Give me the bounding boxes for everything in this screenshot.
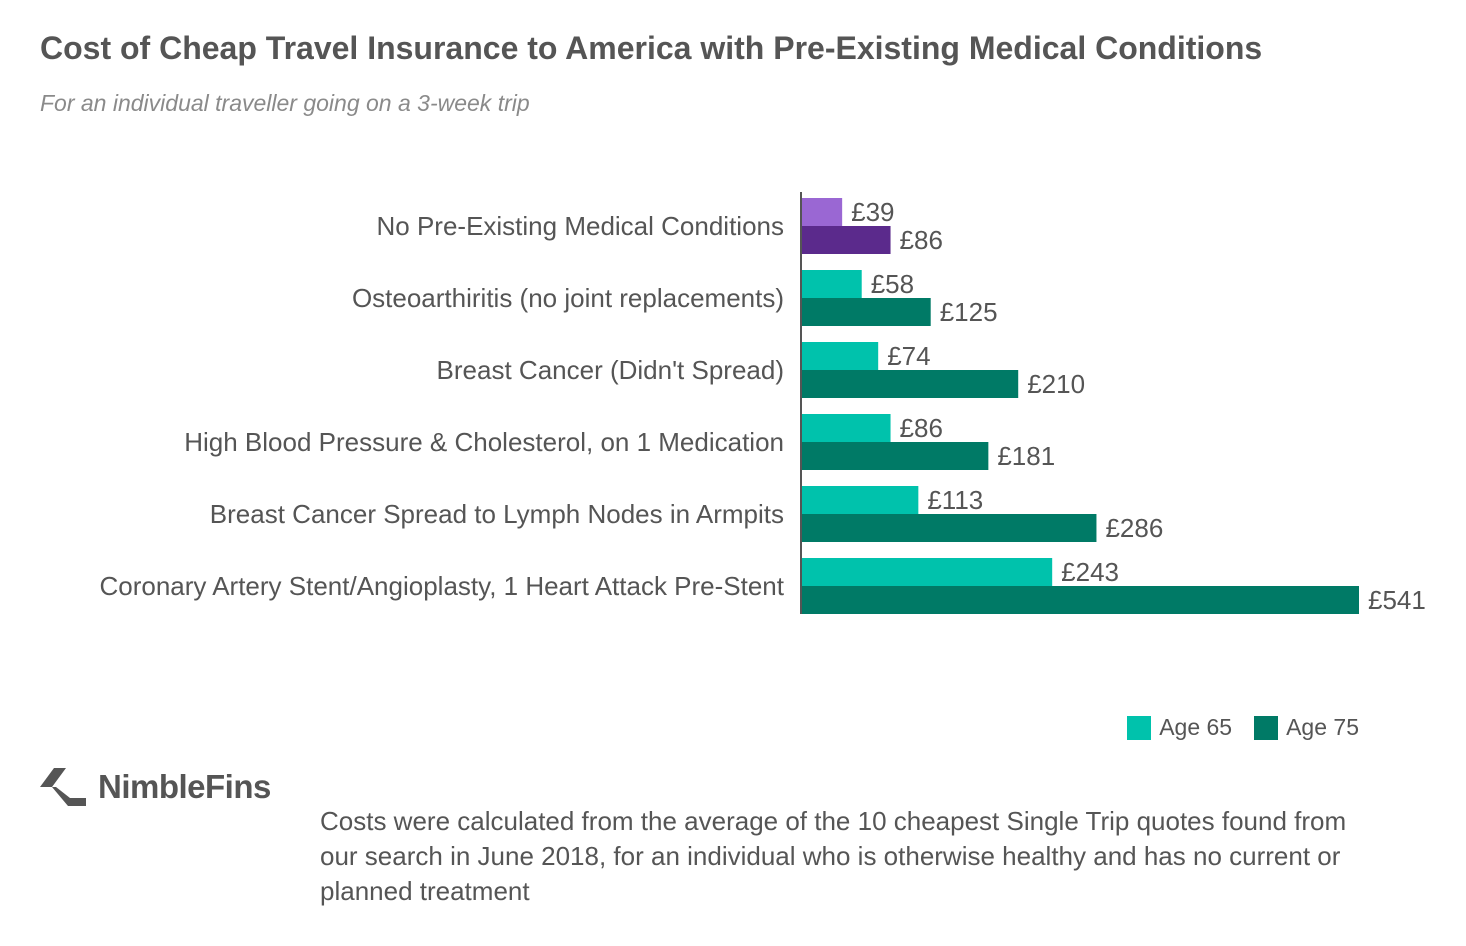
- value-label-age-65-breast-cancer-didn-t-spread: £74: [887, 341, 930, 371]
- value-label-age-75-high-blood-pressure-cholesterol-on-1-medication: £181: [997, 441, 1055, 471]
- bar-age-75-breast-cancer-spread-to-lymph-nodes-in-armpits: [802, 514, 1097, 542]
- category-label-high-blood-pressure-cholesterol-on-1-medication: High Blood Pressure & Cholesterol, on 1 …: [184, 427, 784, 457]
- chart-subtitle: For an individual traveller going on a 3…: [40, 90, 530, 116]
- bar-age-65-no-pre-existing-medical-conditions: [802, 198, 843, 226]
- value-label-age-65-osteoarthiritis-no-joint-replacements: £58: [871, 269, 914, 299]
- nimblefins-logo: NimbleFins: [40, 768, 271, 806]
- legend-item-age75: Age 75: [1254, 714, 1359, 741]
- category-labels: No Pre-Existing Medical Conditions Osteoa…: [99, 211, 784, 601]
- value-label-age-75-breast-cancer-didn-t-spread: £210: [1027, 369, 1085, 399]
- bar-age-65-high-blood-pressure-cholesterol-on-1-medication: [802, 414, 891, 442]
- category-label-no-pre-existing-medical-conditions: No Pre-Existing Medical Conditions: [376, 211, 784, 241]
- bar-age-65-coronary-artery-stent-angioplasty-1-heart-attack-pre-stent: [802, 558, 1053, 586]
- bar-age-65-breast-cancer-spread-to-lymph-nodes-in-armpits: [802, 486, 919, 514]
- value-label-age-65-coronary-artery-stent-angioplasty-1-heart-attack-pre-stent: £243: [1061, 557, 1119, 587]
- chart-title: Cost of Cheap Travel Insurance to Americ…: [40, 30, 1263, 66]
- legend-swatch-age75: [1254, 715, 1279, 740]
- value-label-age-65-high-blood-pressure-cholesterol-on-1-medication: £86: [900, 413, 943, 443]
- bar-age-75-high-blood-pressure-cholesterol-on-1-medication: [802, 442, 989, 470]
- value-label-age-75-osteoarthiritis-no-joint-replacements: £125: [940, 297, 998, 327]
- value-label-age-75-breast-cancer-spread-to-lymph-nodes-in-armpits: £286: [1105, 513, 1163, 543]
- value-label-age-65-breast-cancer-spread-to-lymph-nodes-in-armpits: £113: [927, 485, 983, 515]
- legend-item-age65: Age 65: [1127, 714, 1232, 741]
- category-label-coronary-artery-stent-angioplasty-1-heart-attack-pre-stent: Coronary Artery Stent/Angioplasty, 1 Hea…: [99, 571, 784, 601]
- bar-group: [802, 198, 1359, 614]
- category-label-breast-cancer-didn-t-spread: Breast Cancer (Didn't Spread): [437, 355, 784, 385]
- value-label-age-75-no-pre-existing-medical-conditions: £86: [900, 225, 943, 255]
- logo-text: NimbleFins: [98, 768, 271, 805]
- value-label-age-75-coronary-artery-stent-angioplasty-1-heart-attack-pre-stent: £541: [1368, 585, 1426, 615]
- bar-age-65-breast-cancer-didn-t-spread: [802, 342, 879, 370]
- category-label-osteoarthiritis-no-joint-replacements: Osteoarthiritis (no joint replacements): [352, 283, 784, 313]
- bar-age-75-osteoarthiritis-no-joint-replacements: [802, 298, 931, 326]
- nimblefins-chevron-icon: [40, 768, 86, 806]
- bar-age-75-breast-cancer-didn-t-spread: [802, 370, 1019, 398]
- legend-swatch-age65: [1127, 715, 1152, 740]
- chart-legend: Age 65 Age 75: [1127, 714, 1359, 741]
- legend-label-age65: Age 65: [1159, 714, 1233, 740]
- footnote: Costs were calculated from the average o…: [320, 806, 1347, 906]
- bar-age-65-osteoarthiritis-no-joint-replacements: [802, 270, 862, 298]
- bar-age-75-no-pre-existing-medical-conditions: [802, 226, 891, 254]
- value-label-age-65-no-pre-existing-medical-conditions: £39: [851, 197, 894, 227]
- bar-chart: No Pre-Existing Medical Conditions Osteoa…: [99, 192, 1426, 615]
- value-labels: £39£86£58£125£74£210£86£181£113£286£243£…: [851, 197, 1426, 615]
- bar-age-75-coronary-artery-stent-angioplasty-1-heart-attack-pre-stent: [802, 586, 1359, 614]
- legend-label-age75: Age 75: [1286, 714, 1359, 740]
- category-label-breast-cancer-spread-to-lymph-nodes-in-armpits: Breast Cancer Spread to Lymph Nodes in A…: [210, 499, 784, 529]
